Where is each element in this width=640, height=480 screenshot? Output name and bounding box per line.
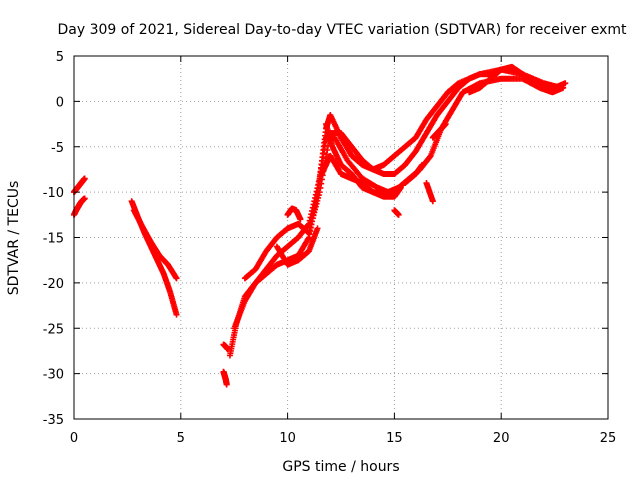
- x-tick-label: 15: [386, 431, 403, 446]
- grid: [74, 56, 608, 419]
- series-arc-5: [220, 368, 230, 388]
- data-point: [558, 84, 565, 91]
- series-arc-9: [241, 66, 565, 282]
- series-arc-14: [391, 207, 402, 218]
- data-point: [297, 216, 304, 223]
- data-point: [442, 121, 449, 128]
- ticks: 0 5 10 15 20 25 5 0 -5 -10 -15 -20 -25 -30 -35: [43, 50, 617, 446]
- data-point: [519, 71, 526, 78]
- x-tick-label: 25: [600, 431, 617, 446]
- series-arc-16: [423, 180, 436, 205]
- x-axis-label: GPS time / hours: [282, 459, 399, 475]
- y-tick-label: -20: [43, 277, 64, 292]
- y-tick-label: -15: [43, 232, 64, 247]
- series-arc-6: [220, 341, 231, 353]
- series-arc-4: [130, 207, 180, 282]
- data-points: [71, 63, 569, 388]
- x-tick-label: 0: [70, 431, 78, 446]
- data-point: [391, 189, 398, 196]
- data-point: [173, 311, 180, 318]
- data-point: [173, 275, 180, 282]
- x-tick-label: 20: [493, 431, 510, 446]
- series-arc-18: [466, 63, 526, 96]
- series-arc-15: [402, 161, 426, 187]
- data-point: [223, 381, 230, 388]
- y-tick-label: -25: [43, 322, 64, 337]
- data-point: [397, 184, 404, 191]
- x-tick-label: 10: [279, 431, 296, 446]
- y-tick-label: -35: [43, 413, 64, 428]
- y-tick-label: -30: [43, 368, 64, 383]
- x-tick-label: 5: [177, 431, 185, 446]
- data-point: [419, 161, 426, 168]
- series-arc-17: [429, 121, 449, 141]
- data-point: [395, 211, 402, 218]
- data-point: [562, 80, 569, 87]
- series-arc-7: [226, 75, 567, 359]
- y-tick-label: 0: [56, 95, 64, 110]
- series-arc-8: [231, 66, 569, 332]
- y-tick-label: -10: [43, 186, 64, 201]
- chart-title: Day 309 of 2021, Sidereal Day-to-day VTE…: [58, 22, 628, 38]
- data-point: [81, 175, 88, 182]
- y-tick-label: -5: [51, 141, 64, 156]
- series-arc-13: [323, 121, 398, 197]
- y-tick-label: 5: [56, 50, 64, 65]
- data-point: [429, 198, 436, 205]
- data-point: [81, 195, 88, 202]
- series-arc-10: [273, 225, 321, 268]
- y-axis-label: SDTVAR / TECUs: [6, 181, 22, 296]
- data-point: [314, 225, 321, 232]
- series-arc-11: [284, 205, 304, 223]
